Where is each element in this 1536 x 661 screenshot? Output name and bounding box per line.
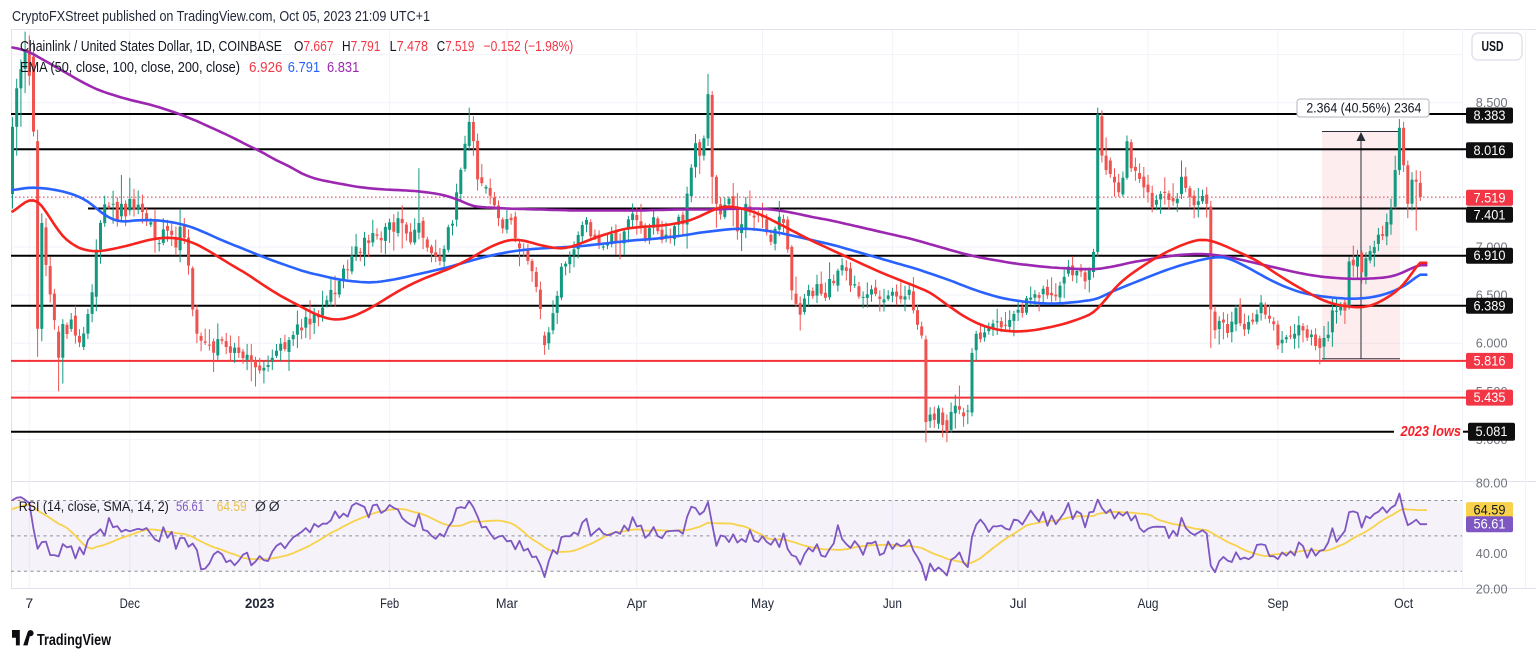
svg-text:Feb: Feb xyxy=(380,595,399,611)
svg-text:40.00: 40.00 xyxy=(1476,546,1508,561)
svg-text:Jul: Jul xyxy=(1010,595,1027,611)
svg-text:Aug: Aug xyxy=(1138,595,1159,611)
svg-text:7.401: 7.401 xyxy=(1474,207,1506,222)
svg-text:8.500: 8.500 xyxy=(1476,95,1508,110)
svg-text:May: May xyxy=(751,595,774,611)
svg-text:EMA (50, close, 100, close, 20: EMA (50, close, 100, close, 200, close) xyxy=(20,60,240,76)
svg-text:20.00: 20.00 xyxy=(1476,582,1508,597)
svg-text:Jun: Jun xyxy=(883,595,902,611)
svg-text:7: 7 xyxy=(25,595,33,611)
svg-text:Apr: Apr xyxy=(627,595,647,611)
svg-text:Dec: Dec xyxy=(120,595,140,611)
svg-text:8.383: 8.383 xyxy=(1474,108,1506,123)
svg-text:7.519: 7.519 xyxy=(1474,190,1506,205)
svg-text:64.59: 64.59 xyxy=(1474,503,1506,518)
svg-text:2.364 (40.56%) 2364: 2.364 (40.56%) 2364 xyxy=(1306,101,1421,116)
svg-text:6.831: 6.831 xyxy=(327,60,359,76)
svg-text:2023 lows: 2023 lows xyxy=(1400,423,1461,440)
svg-text:Ø: Ø xyxy=(255,498,266,514)
svg-text:RSI (14, close, SMA, 14, 2): RSI (14, close, SMA, 14, 2) xyxy=(19,498,169,514)
svg-text:6.791: 6.791 xyxy=(288,60,320,76)
svg-text:6.910: 6.910 xyxy=(1474,248,1506,263)
svg-text:Oct: Oct xyxy=(1394,595,1413,611)
svg-text:56.61: 56.61 xyxy=(1474,517,1506,532)
svg-text:Sep: Sep xyxy=(1267,595,1288,611)
svg-text:56.61: 56.61 xyxy=(176,498,204,514)
svg-text:USD: USD xyxy=(1482,39,1504,55)
svg-text:6.389: 6.389 xyxy=(1474,298,1506,313)
svg-text:C7.519: C7.519 xyxy=(437,39,475,55)
svg-text:Ø: Ø xyxy=(269,498,280,514)
svg-text:5.081: 5.081 xyxy=(1476,424,1508,439)
svg-text:CryptoFXStreet published on Tr: CryptoFXStreet published on TradingView.… xyxy=(12,9,430,25)
svg-text:64.59: 64.59 xyxy=(217,498,247,514)
svg-text:5.435: 5.435 xyxy=(1474,390,1506,405)
svg-text:H7.791: H7.791 xyxy=(342,39,380,55)
svg-text:5.816: 5.816 xyxy=(1474,353,1506,368)
svg-text:8.016: 8.016 xyxy=(1474,143,1506,158)
svg-text:−0.152 (−1.98%): −0.152 (−1.98%) xyxy=(484,39,574,55)
svg-text:6.926: 6.926 xyxy=(249,60,283,76)
svg-text:L7.478: L7.478 xyxy=(390,39,428,55)
svg-text:6.000: 6.000 xyxy=(1476,336,1508,351)
svg-text:80.00: 80.00 xyxy=(1476,475,1508,490)
svg-text:Mar: Mar xyxy=(496,595,518,611)
svg-text:TradingView: TradingView xyxy=(37,632,112,649)
svg-text:Chainlink / United States Doll: Chainlink / United States Dollar, 1D, CO… xyxy=(20,39,282,55)
svg-text:2023: 2023 xyxy=(245,595,275,611)
svg-text:O7.667: O7.667 xyxy=(294,39,334,55)
